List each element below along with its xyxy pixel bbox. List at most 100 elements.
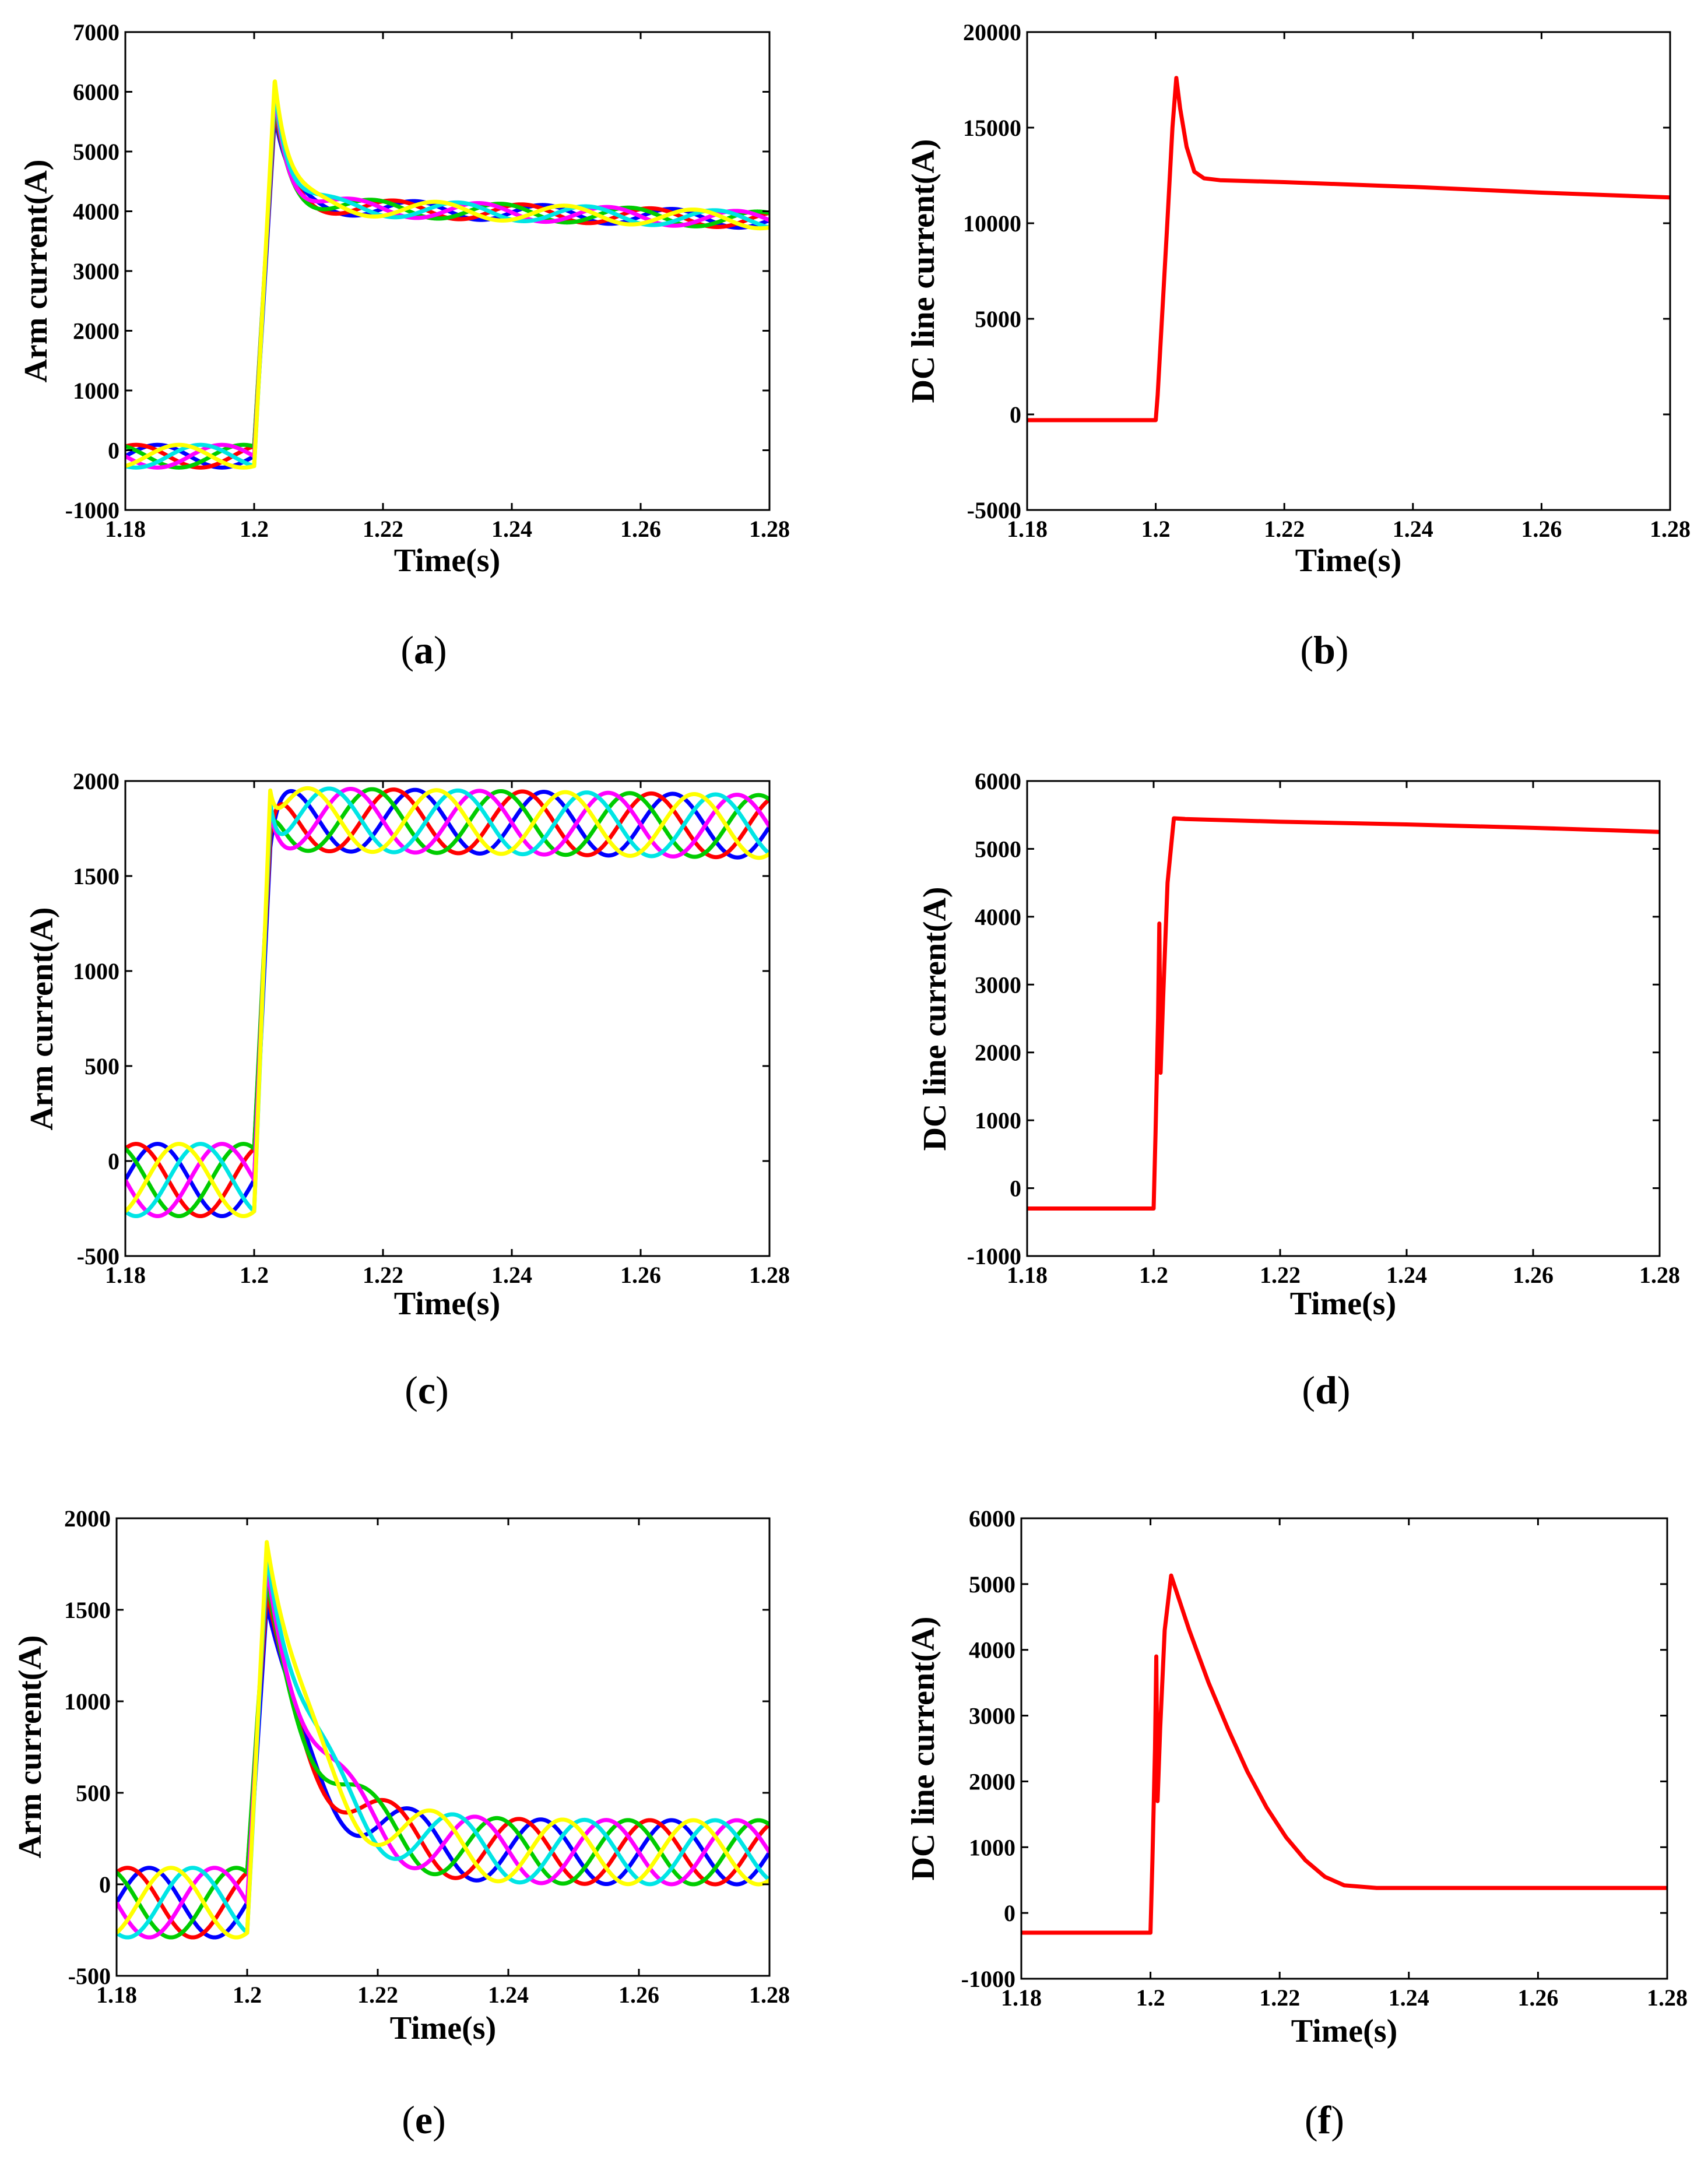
y-tick-label: -500 xyxy=(68,1963,111,1989)
x-tick-label: 1.26 xyxy=(1521,516,1562,542)
y-axis-label: Arm current(A) xyxy=(24,907,60,1130)
x-tick-label: 1.28 xyxy=(1647,1985,1688,2011)
y-tick-label: 4000 xyxy=(975,904,1021,930)
plot-frame xyxy=(1020,1517,1668,1980)
y-tick-label: 0 xyxy=(99,1871,111,1898)
y-tick-label: 5000 xyxy=(73,139,120,165)
chart-c: 1.18 1.2 1.22 1.24 1.26 1.28 -500 0 500 1000 1500 2… xyxy=(24,768,790,1322)
x-tick-label: 1.24 xyxy=(488,1982,529,2008)
x-tick-label: 1.18 xyxy=(96,1982,137,2008)
y-tick-label: -500 xyxy=(77,1243,120,1269)
plot-frame xyxy=(124,780,771,1257)
chart-f: 1.18 1.2 1.22 1.24 1.26 1.28 -1000 0 1000 2000 300… xyxy=(905,1505,1688,2049)
y-tick-label: 5000 xyxy=(969,1571,1015,1598)
x-tick-label: 1.22 xyxy=(363,1262,403,1288)
x-axis-label: Time(s) xyxy=(1290,1286,1397,1322)
y-tick-label: 6000 xyxy=(969,1505,1015,1532)
y-axis-label: Arm current(A) xyxy=(18,159,54,382)
caption-a: (a) xyxy=(400,628,447,672)
caption-b: (b) xyxy=(1300,628,1348,672)
y-tick-label: 1500 xyxy=(73,863,120,889)
y-tick-label: 20000 xyxy=(963,19,1021,45)
x-tick-label: 1.28 xyxy=(749,516,790,542)
plot-frame xyxy=(1026,31,1671,511)
x-axis-label: Time(s) xyxy=(1295,543,1402,579)
x-tick-label: 1.2 xyxy=(240,1262,269,1288)
plot-frame xyxy=(1026,780,1661,1257)
y-tick-label: -1000 xyxy=(967,1243,1021,1269)
y-tick-label: 15000 xyxy=(963,115,1021,141)
series-line-6 xyxy=(117,1540,769,1940)
y-axis-label: DC line current(A) xyxy=(905,139,941,403)
series-line-6 xyxy=(125,79,769,470)
series-line-6 xyxy=(125,786,769,1219)
y-tick-label: 1000 xyxy=(969,1834,1015,1860)
y-tick-label: 5000 xyxy=(975,836,1021,862)
y-tick-label: 2000 xyxy=(73,768,120,794)
x-tick-label: 1.22 xyxy=(357,1982,398,2008)
caption-f: (f) xyxy=(1305,2098,1344,2142)
y-tick-label: 0 xyxy=(1004,1900,1015,1926)
x-tick-label: 1.22 xyxy=(1260,1262,1301,1288)
y-tick-label: -5000 xyxy=(967,497,1021,523)
y-tick-label: 0 xyxy=(1010,1176,1021,1202)
x-axis-label: Time(s) xyxy=(1291,2013,1398,2049)
x-tick-label: 1.18 xyxy=(105,516,146,542)
x-tick-label: 1.18 xyxy=(105,1262,146,1288)
y-tick-label: 2000 xyxy=(73,318,120,344)
dc-current-line xyxy=(1027,816,1660,1211)
x-tick-label: 1.26 xyxy=(1517,1985,1558,2011)
dc-current-line xyxy=(1027,76,1670,423)
x-tick-label: 1.2 xyxy=(1141,516,1171,542)
caption-e: (e) xyxy=(402,2098,446,2142)
y-tick-label: 5000 xyxy=(975,306,1021,332)
x-tick-label: 1.2 xyxy=(1139,1262,1168,1288)
y-tick-label: 3000 xyxy=(969,1703,1015,1729)
y-tick-label: 1000 xyxy=(73,378,120,404)
x-tick-label: 1.24 xyxy=(491,1262,532,1288)
x-tick-label: 1.24 xyxy=(491,516,532,542)
y-tick-label: 500 xyxy=(85,1053,120,1079)
y-tick-label: 4000 xyxy=(969,1637,1015,1663)
y-tick-label: 1000 xyxy=(975,1107,1021,1134)
x-axis-label: Time(s) xyxy=(394,543,501,579)
y-tick-label: 3000 xyxy=(73,258,120,284)
x-tick-label: 1.2 xyxy=(240,516,269,542)
chart-e: 1.18 1.2 1.22 1.24 1.26 1.28 -500 0 500 1000 1500 2… xyxy=(12,1505,790,2046)
y-tick-label: 0 xyxy=(108,1148,120,1174)
x-tick-label: 1.22 xyxy=(1264,516,1305,542)
x-tick-label: 1.28 xyxy=(749,1262,790,1288)
x-tick-label: 1.22 xyxy=(363,516,403,542)
y-tick-label: -1000 xyxy=(961,1966,1015,1992)
x-tick-label: 1.18 xyxy=(1001,1985,1042,2011)
x-tick-label: 1.18 xyxy=(1007,516,1048,542)
x-tick-label: 1.2 xyxy=(233,1982,262,2008)
caption-d: (d) xyxy=(1302,1368,1350,1412)
y-tick-label: 2000 xyxy=(64,1505,111,1532)
y-tick-label: 0 xyxy=(1010,402,1021,428)
x-tick-label: 1.28 xyxy=(1639,1262,1680,1288)
y-axis-label: Arm current(A) xyxy=(12,1635,48,1858)
x-tick-label: 1.2 xyxy=(1136,1985,1165,2011)
chart-a: 1.18 1.2 1.22 1.24 1.26 1.28 -1000 0 1000 2000 300… xyxy=(18,19,790,579)
dc-current-line xyxy=(1021,1573,1667,1935)
plot-frame xyxy=(115,1517,771,1977)
x-tick-label: 1.26 xyxy=(620,1262,661,1288)
y-tick-label: 6000 xyxy=(975,768,1021,794)
x-tick-label: 1.24 xyxy=(1389,1985,1429,2011)
y-tick-label: 1500 xyxy=(64,1597,111,1623)
chart-b: 1.18 1.2 1.22 1.24 1.26 1.28 -5000 0 5000 10000 15… xyxy=(905,19,1691,579)
x-tick-label: 1.28 xyxy=(1650,516,1691,542)
y-tick-label: 2000 xyxy=(969,1768,1015,1795)
chart-d: 1.18 1.2 1.22 1.24 1.26 1.28 -1000 0 1000 2000 300… xyxy=(917,768,1680,1322)
x-tick-label: 1.18 xyxy=(1007,1262,1048,1288)
x-tick-label: 1.26 xyxy=(618,1982,659,2008)
y-tick-label: 7000 xyxy=(73,19,120,45)
y-tick-label: -1000 xyxy=(65,497,120,523)
x-tick-label: 1.26 xyxy=(620,516,661,542)
x-axis-label: Time(s) xyxy=(394,1286,501,1322)
y-tick-label: 1000 xyxy=(73,958,120,984)
y-tick-label: 4000 xyxy=(73,199,120,225)
x-axis-label: Time(s) xyxy=(390,2010,497,2046)
